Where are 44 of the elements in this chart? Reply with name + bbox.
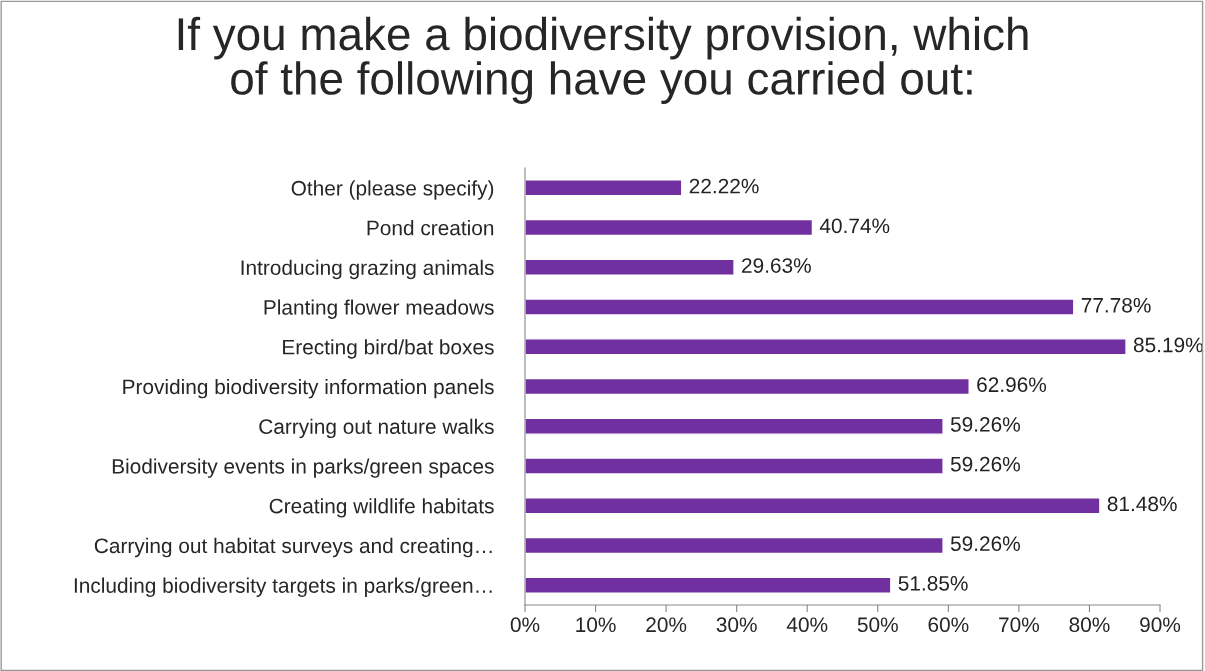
y-tick-label: Including biodiversity targets in parks/green… bbox=[74, 577, 492, 598]
bar bbox=[525, 536, 944, 555]
data-label: 22.22% bbox=[689, 178, 759, 194]
x-tick-label: 40% bbox=[786, 617, 828, 633]
bar bbox=[525, 218, 814, 237]
bar bbox=[525, 377, 970, 396]
x-tick-label: 90% bbox=[1140, 617, 1181, 633]
x-tick-label: 60% bbox=[928, 617, 969, 633]
data-label: 29.63% bbox=[742, 258, 811, 273]
x-tick-label: 10% bbox=[576, 617, 616, 633]
data-label: 62.96% bbox=[977, 377, 1047, 393]
bar bbox=[525, 457, 944, 475]
data-label: 59.26% bbox=[950, 456, 1020, 472]
y-tick-label: Other (please specify) bbox=[291, 180, 494, 200]
bar bbox=[525, 338, 1127, 356]
y-tick-label: Creating wildlife habitats bbox=[269, 498, 494, 518]
data-label: 51.85% bbox=[898, 575, 968, 591]
y-tick-label: Introducing grazing animals bbox=[241, 259, 494, 280]
data-label: 77.78% bbox=[1081, 297, 1151, 313]
y-tick-label: Erecting bird/bat boxes bbox=[283, 339, 494, 359]
y-tick-label: Carrying out habitat surveys and creating… bbox=[94, 537, 492, 558]
data-label: 59.26% bbox=[950, 536, 1020, 551]
x-tick-label: 50% bbox=[857, 617, 898, 633]
bar bbox=[525, 179, 683, 197]
bar bbox=[525, 417, 944, 435]
y-tick-label: Planting flower meadows bbox=[264, 299, 494, 319]
bar bbox=[525, 576, 892, 594]
bar bbox=[525, 497, 1101, 515]
bar bbox=[525, 298, 1075, 316]
x-tick-label: 70% bbox=[999, 617, 1039, 633]
data-label: 85.19% bbox=[1133, 337, 1203, 353]
y-tick-label: Providing biodiversity information panels bbox=[123, 378, 494, 399]
x-tick-label: 20% bbox=[646, 617, 687, 633]
x-tick-label: 30% bbox=[716, 617, 757, 633]
data-label: 81.48% bbox=[1107, 496, 1177, 512]
y-tick-label: Biodiversity events in parks/green spaces bbox=[112, 458, 494, 478]
x-tick-label: 0% bbox=[510, 617, 540, 633]
data-label: 40.74% bbox=[819, 218, 890, 234]
chart-title: If you make a biodiversity provision, which of the following have you carried out: bbox=[178, 16, 1028, 104]
bar bbox=[525, 258, 735, 276]
y-tick-label: Pond creation bbox=[367, 220, 494, 236]
x-tick-label: 80% bbox=[1069, 617, 1110, 633]
y-tick-label: Carrying out nature walks bbox=[259, 418, 494, 439]
data-label: 59.26% bbox=[950, 417, 1020, 432]
